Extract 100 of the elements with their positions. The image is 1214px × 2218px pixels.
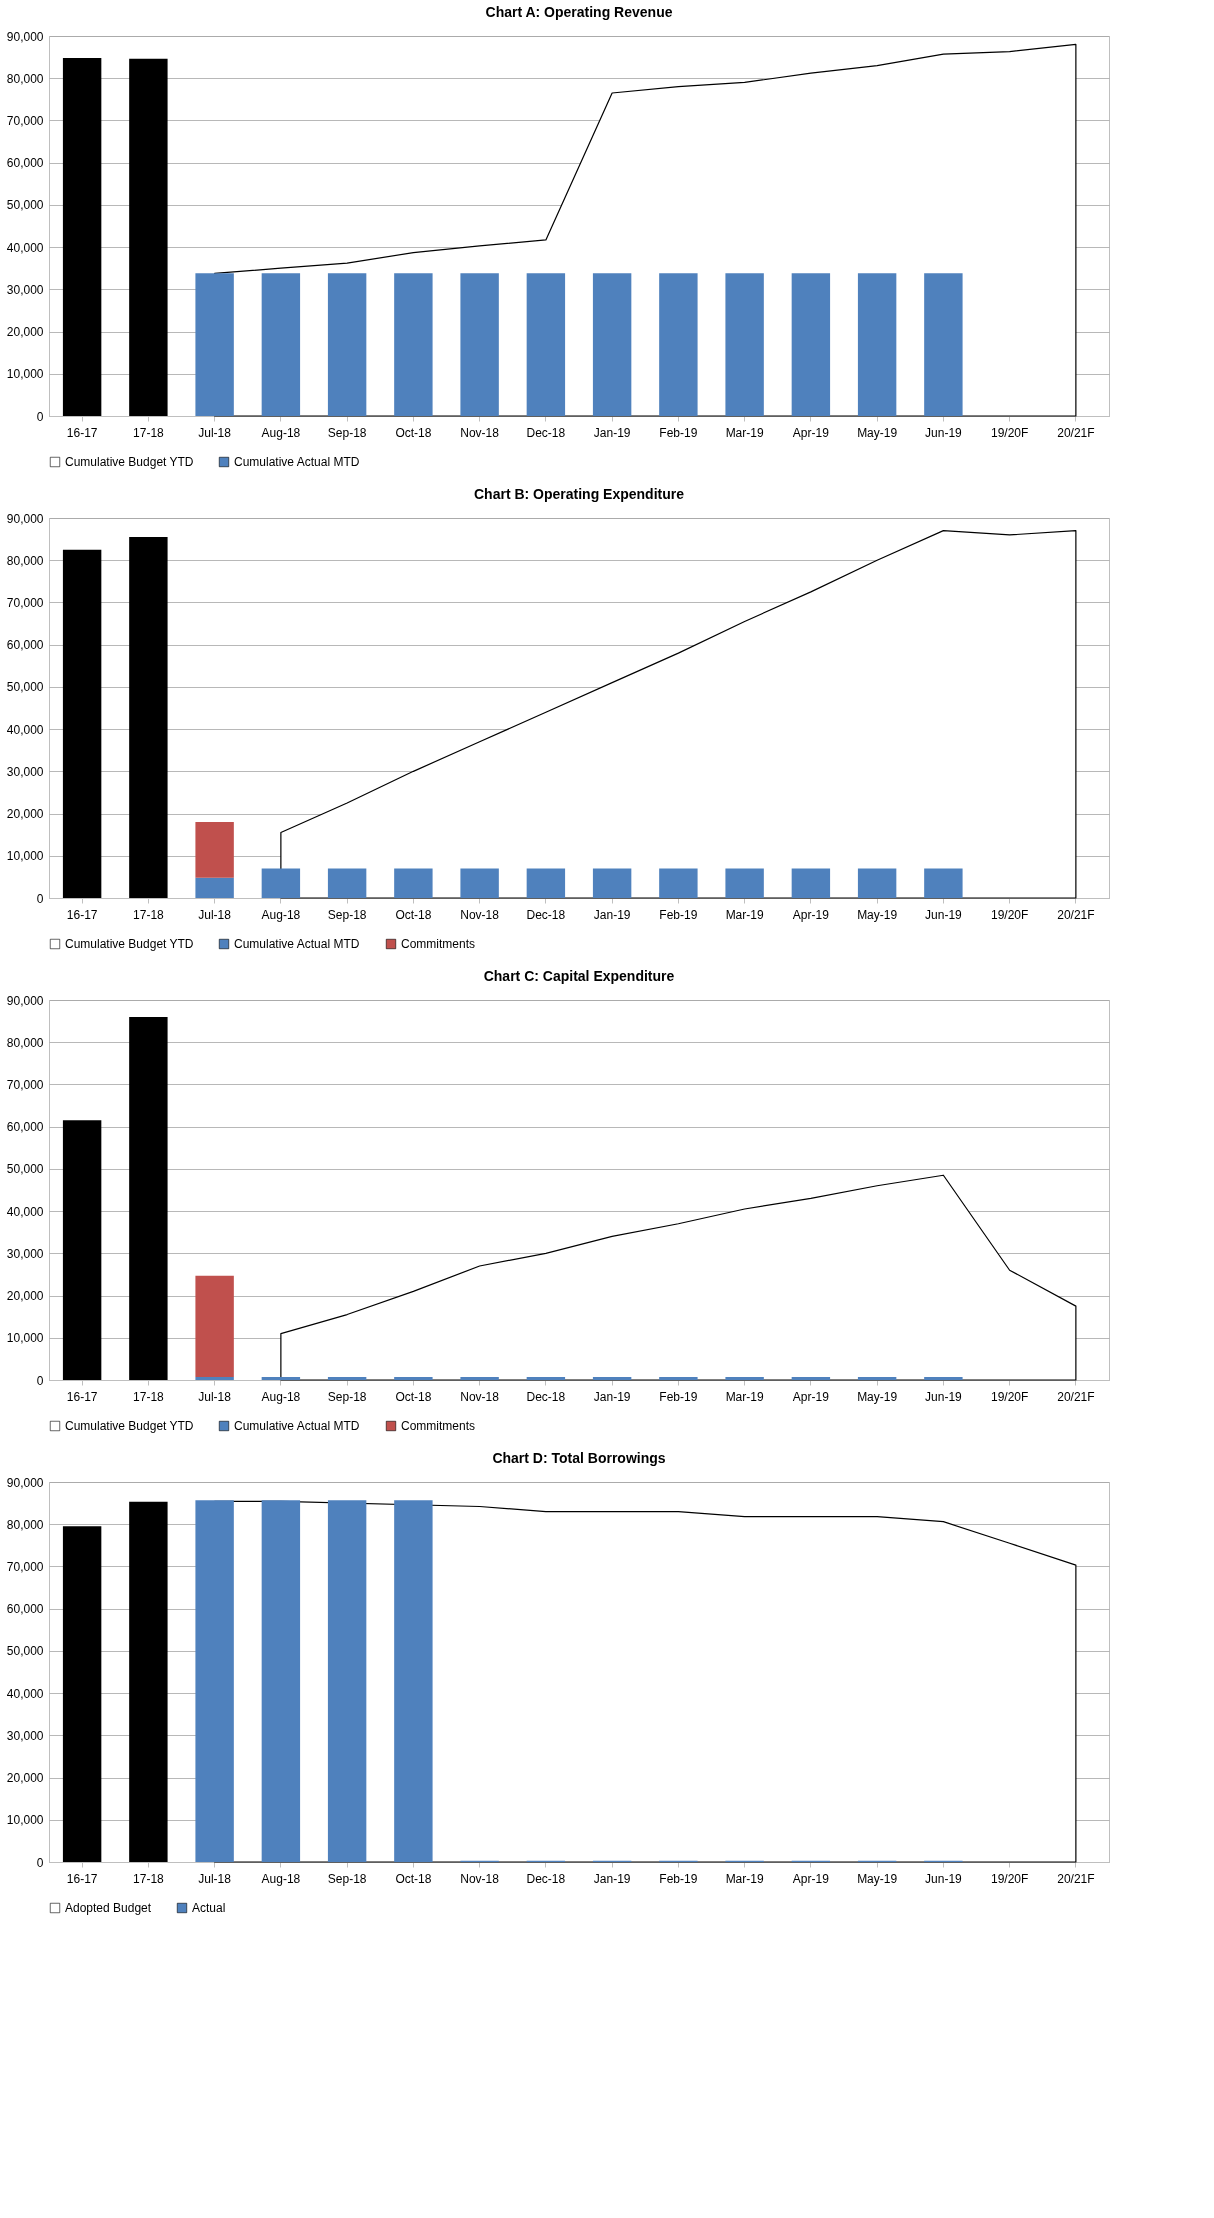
x-tick-label: Feb-19 bbox=[659, 1389, 698, 1404]
y-tick-label: 80,000 bbox=[6, 1517, 44, 1532]
legend-label: Commitments bbox=[401, 937, 476, 951]
x-tick-label: Nov-18 bbox=[460, 907, 500, 922]
x-tick-label: Jan-19 bbox=[593, 907, 631, 922]
x-tick-label: Sep-18 bbox=[327, 907, 367, 922]
y-tick-label: 0 bbox=[36, 409, 44, 424]
y-tick-label: 70,000 bbox=[6, 1559, 44, 1574]
x-tick-label: 17-18 bbox=[133, 907, 165, 922]
x-tick-label: 16-17 bbox=[66, 907, 98, 922]
bar bbox=[460, 868, 499, 898]
y-tick-label: 50,000 bbox=[6, 1162, 44, 1177]
x-tick-label: Apr-19 bbox=[792, 1389, 830, 1404]
x-tick-label: 19/20F bbox=[990, 1871, 1029, 1886]
y-tick-label: 20,000 bbox=[6, 1771, 44, 1786]
y-tick-label: 90,000 bbox=[6, 511, 44, 526]
bar bbox=[62, 57, 102, 416]
x-tick-label: 16-17 bbox=[66, 1871, 98, 1886]
x-tick-label: 17-18 bbox=[133, 1871, 165, 1886]
bar bbox=[129, 58, 168, 416]
x-tick-label: Feb-19 bbox=[659, 907, 698, 922]
x-tick-label: May-19 bbox=[857, 907, 898, 922]
x-tick-label: Feb-19 bbox=[659, 1871, 698, 1886]
x-tick-label: Mar-19 bbox=[725, 1389, 764, 1404]
x-tick-label: Oct-18 bbox=[395, 907, 432, 922]
bar bbox=[195, 1275, 234, 1378]
bar bbox=[857, 273, 897, 416]
x-tick-label: 20/21F bbox=[1057, 1389, 1095, 1404]
y-tick-label: 30,000 bbox=[6, 1246, 44, 1261]
y-tick-label: 80,000 bbox=[6, 553, 44, 568]
legend-label: Adopted Budget bbox=[65, 1901, 152, 1915]
bar bbox=[725, 868, 764, 898]
y-tick-label: 10,000 bbox=[6, 1331, 44, 1346]
chart-title: Chart C: Capital Expenditure bbox=[483, 968, 675, 984]
x-tick-label: Aug-18 bbox=[261, 907, 301, 922]
bar bbox=[394, 868, 433, 898]
bar bbox=[857, 1377, 897, 1380]
bar bbox=[526, 868, 566, 898]
x-tick-label: Oct-18 bbox=[395, 425, 432, 440]
y-tick-label: 0 bbox=[36, 891, 44, 906]
y-tick-label: 10,000 bbox=[6, 849, 44, 864]
chart-title: Chart D: Total Borrowings bbox=[492, 1450, 666, 1466]
bar bbox=[460, 1377, 499, 1380]
y-tick-label: 40,000 bbox=[6, 722, 44, 737]
bar bbox=[592, 273, 632, 416]
x-tick-label: Aug-18 bbox=[261, 1871, 301, 1886]
x-tick-label: Jun-19 bbox=[925, 1871, 963, 1886]
y-tick-label: 50,000 bbox=[6, 198, 44, 213]
bar bbox=[924, 868, 963, 898]
bar bbox=[394, 1500, 433, 1862]
bar bbox=[327, 273, 367, 416]
legend-label: Cumulative Actual MTD bbox=[234, 455, 360, 469]
y-tick-label: 90,000 bbox=[6, 29, 44, 44]
legend-label: Actual bbox=[192, 1901, 226, 1915]
bar bbox=[791, 1377, 831, 1380]
bar bbox=[195, 1500, 234, 1862]
x-tick-label: Jul-18 bbox=[198, 907, 232, 922]
legend-label: Cumulative Actual MTD bbox=[234, 1419, 360, 1433]
y-tick-label: 10,000 bbox=[6, 367, 44, 382]
x-tick-label: 20/21F bbox=[1057, 425, 1095, 440]
y-tick-label: 80,000 bbox=[6, 71, 44, 86]
x-tick-label: Mar-19 bbox=[725, 1871, 764, 1886]
x-tick-label: 17-18 bbox=[133, 425, 165, 440]
x-tick-label: Aug-18 bbox=[261, 425, 301, 440]
x-tick-label: Jun-19 bbox=[925, 907, 963, 922]
bar bbox=[327, 1500, 367, 1862]
y-tick-label: 0 bbox=[36, 1373, 44, 1388]
bar bbox=[924, 1377, 963, 1380]
legend-label: Cumulative Budget YTD bbox=[65, 937, 194, 951]
bar bbox=[857, 868, 897, 898]
x-tick-label: Dec-18 bbox=[526, 1389, 566, 1404]
chart-title: Chart B: Operating Expenditure bbox=[473, 486, 685, 502]
x-tick-label: 16-17 bbox=[66, 1389, 98, 1404]
x-tick-label: Jan-19 bbox=[593, 1389, 631, 1404]
bar bbox=[129, 1016, 168, 1380]
bar bbox=[195, 877, 234, 898]
x-tick-label: Dec-18 bbox=[526, 425, 566, 440]
y-tick-label: 90,000 bbox=[6, 993, 44, 1008]
y-tick-label: 40,000 bbox=[6, 1686, 44, 1701]
x-tick-label: Nov-18 bbox=[460, 425, 500, 440]
y-tick-label: 60,000 bbox=[6, 156, 44, 171]
bar bbox=[327, 1377, 367, 1380]
x-tick-label: Mar-19 bbox=[725, 425, 764, 440]
x-tick-label: Oct-18 bbox=[395, 1871, 432, 1886]
legend-label: Cumulative Budget YTD bbox=[65, 455, 194, 469]
y-tick-label: 70,000 bbox=[6, 113, 44, 128]
bar bbox=[62, 549, 102, 898]
y-tick-label: 10,000 bbox=[6, 1813, 44, 1828]
y-tick-label: 80,000 bbox=[6, 1035, 44, 1050]
y-tick-label: 60,000 bbox=[6, 1602, 44, 1617]
y-tick-label: 20,000 bbox=[6, 1289, 44, 1304]
bar bbox=[659, 273, 698, 416]
x-tick-label: Sep-18 bbox=[327, 1871, 367, 1886]
bar bbox=[592, 1377, 632, 1380]
x-tick-label: Jul-18 bbox=[198, 1871, 232, 1886]
bar bbox=[460, 273, 499, 416]
bar bbox=[791, 273, 831, 416]
x-tick-label: May-19 bbox=[857, 1389, 898, 1404]
x-tick-label: Oct-18 bbox=[395, 1389, 432, 1404]
x-tick-label: Jul-18 bbox=[198, 425, 232, 440]
